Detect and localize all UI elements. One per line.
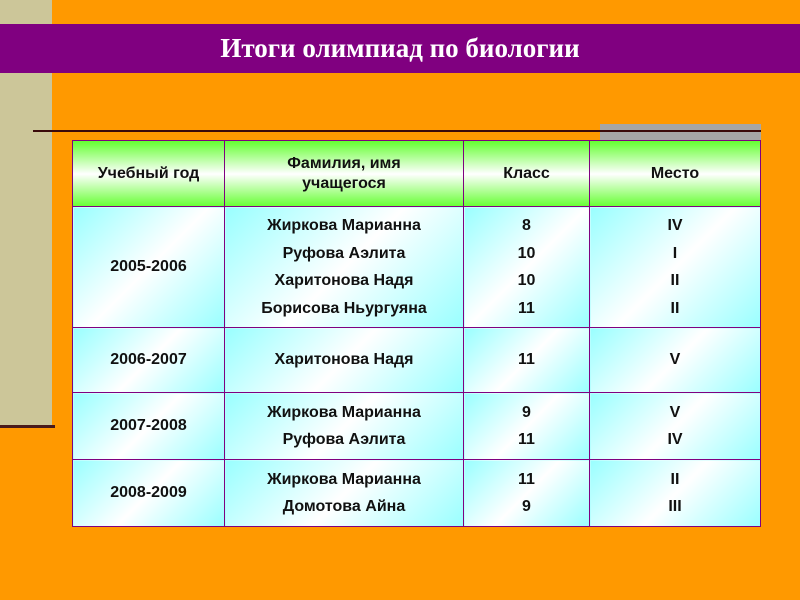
names-cell-line: Борисова Ньургуяна: [261, 299, 427, 317]
header-grade: Класс: [463, 140, 590, 207]
grades-cell-line: 10: [517, 244, 536, 262]
names-cell-line: Жиркова Марианна: [267, 403, 421, 421]
header-place: Место: [589, 140, 761, 207]
table-row: 2007-2008 Жиркова Марианна Руфова Аэлита 9 1…: [72, 392, 761, 460]
places-cell-line: V: [669, 351, 681, 369]
places-cell: V IV: [589, 392, 761, 460]
names-cell-line: Жиркова Марианна: [267, 217, 421, 234]
header-year: Учебный год: [72, 140, 225, 207]
slide-title: Итоги олимпиад по биологии: [220, 33, 580, 63]
places-cell-line: IV: [667, 431, 683, 448]
places-cell: IV I II II: [589, 206, 761, 328]
grades-cell-line: 8: [522, 217, 531, 234]
decor-block: [600, 124, 761, 140]
places-cell-line: II: [670, 272, 680, 289]
table-row: 2006-2007 Харитонова Надя 11 V: [72, 327, 761, 393]
names-cell-line: Харитонова Надя: [274, 351, 414, 369]
year-cell: 2008-2009: [72, 459, 225, 527]
year-cell: 2007-2008: [72, 392, 225, 460]
header-name: Фамилия, имя учащегося: [224, 140, 464, 207]
names-cell-line: Руфова Аэлита: [282, 244, 406, 262]
grades-cell-line: 11: [518, 431, 535, 448]
grades-cell-line: 10: [517, 272, 536, 289]
names-cell: Жиркова Марианна Руфова Аэлита Харитонова …: [224, 206, 464, 328]
grades-cell: 11: [463, 327, 590, 393]
places-cell-line: III: [668, 498, 682, 515]
grades-cell-line: 9: [522, 498, 531, 515]
places-cell-line: I: [672, 244, 678, 262]
places-cell: II III: [589, 459, 761, 527]
grades-cell: 8 10 10 11: [463, 206, 590, 328]
title-band: Итоги олимпиад по биологии: [0, 24, 800, 73]
names-cell-line: Жиркова Марианна: [267, 470, 421, 488]
places-cell: V: [589, 327, 761, 393]
names-cell: Харитонова Надя: [224, 327, 464, 393]
grades-cell: 9 11: [463, 392, 590, 460]
side-strip-line: [0, 425, 55, 428]
grades-cell: 11 9: [463, 459, 590, 527]
names-cell-line: Домотова Айна: [282, 498, 406, 515]
table-row: 2008-2009 Жиркова Марианна Домотова Айна 11…: [72, 459, 761, 527]
grades-cell-line: 9: [522, 403, 531, 421]
grades-cell-line: 11: [518, 351, 535, 369]
year-cell: 2006-2007: [72, 327, 225, 393]
grades-cell-line: 11: [518, 470, 535, 488]
places-cell-line: V: [669, 403, 681, 421]
names-cell-line: Руфова Аэлита: [282, 431, 406, 448]
places-cell-line: II: [670, 299, 680, 317]
divider: [33, 130, 761, 132]
places-cell-line: IV: [667, 217, 683, 234]
names-cell: Жиркова Марианна Руфова Аэлита: [224, 392, 464, 460]
year-cell: 2005-2006: [72, 206, 225, 328]
grades-cell-line: 11: [518, 299, 535, 317]
names-cell: Жиркова Марианна Домотова Айна: [224, 459, 464, 527]
table-row: 2005-2006 Жиркова Марианна Руфова Аэлита Ха…: [72, 206, 761, 328]
names-cell-line: Харитонова Надя: [274, 272, 414, 289]
results-table: Учебный год Фамилия, имя учащегося Класс…: [72, 140, 761, 527]
header-row: Учебный год Фамилия, имя учащегося Класс…: [72, 140, 761, 207]
places-cell-line: II: [670, 470, 680, 488]
